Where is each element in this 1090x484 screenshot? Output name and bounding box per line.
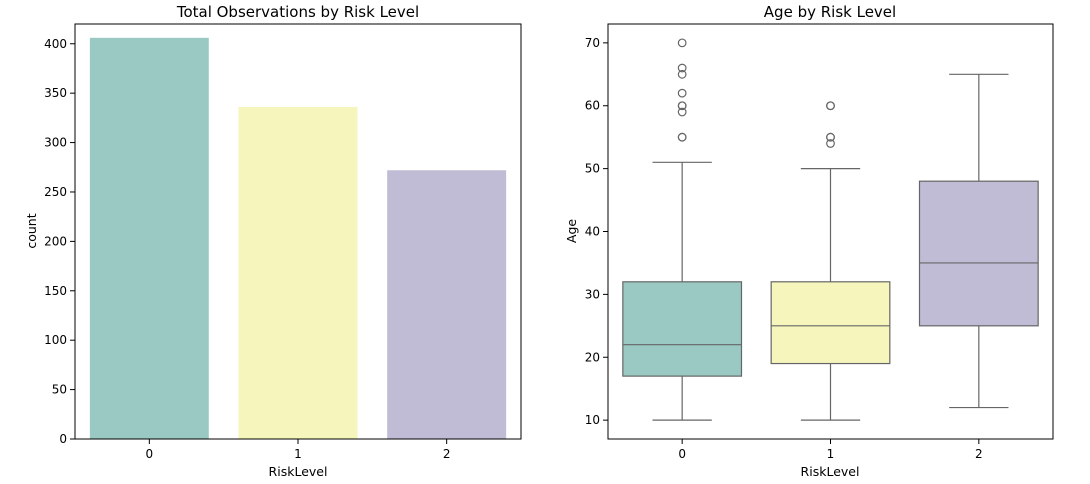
box-chart-x-ticks: 0 1 2: [678, 439, 983, 461]
y-tick-label: 300: [44, 136, 67, 150]
outlier-point: [677, 88, 687, 98]
outlier-point: [677, 63, 687, 73]
outlier-point: [826, 139, 835, 148]
bar: [387, 170, 507, 439]
outlier-point: [677, 38, 687, 48]
box-2: [918, 73, 1039, 409]
y-tick-label: 400: [44, 37, 67, 51]
outlier-point: [677, 69, 687, 79]
bar-chart-y-ticks: 0 50 100 150 200 250 300 350 400: [44, 37, 75, 446]
outlier-point: [826, 132, 835, 142]
bar-chart-y-label: count: [24, 213, 39, 248]
y-tick-label: 20: [585, 350, 600, 364]
y-tick-label: 60: [585, 99, 600, 113]
y-tick-label: 200: [44, 234, 67, 248]
x-tick-label: 2: [443, 447, 451, 461]
y-tick-label: 150: [44, 284, 67, 298]
x-tick-label: 0: [678, 447, 686, 461]
y-tick-label: 0: [59, 432, 67, 446]
bar-chart: Total Observations by Risk Level 0 50 100 1…: [24, 3, 522, 479]
x-tick-label: 2: [975, 447, 983, 461]
y-tick-label: 10: [585, 413, 600, 427]
bar-chart-x-label: RiskLevel: [269, 464, 328, 479]
bar: [238, 107, 358, 439]
x-tick-label: 0: [146, 447, 154, 461]
y-tick-label: 50: [52, 383, 67, 397]
box-body: [622, 281, 743, 377]
box-chart-y-ticks: 10 20 30 40 50 60 70: [585, 36, 608, 427]
bar-chart-x-ticks: 0 1 2: [146, 439, 451, 461]
box-chart: Age by Risk Level 10 20 30 40 50 60 70 0 1 2 Ris…: [564, 3, 1054, 479]
outlier-point: [826, 101, 835, 111]
box-chart-x-label: RiskLevel: [801, 464, 860, 479]
outlier-point: [677, 132, 687, 142]
box-group: [622, 38, 1039, 421]
box-body: [918, 180, 1039, 327]
y-tick-label: 100: [44, 333, 67, 347]
outlier-point: [677, 107, 687, 117]
bar-group: [89, 37, 507, 439]
y-tick-label: 50: [585, 162, 600, 176]
y-tick-label: 250: [44, 185, 67, 199]
y-tick-label: 30: [585, 287, 600, 301]
x-tick-label: 1: [827, 447, 835, 461]
x-tick-label: 1: [294, 447, 302, 461]
y-tick-label: 40: [585, 225, 600, 239]
box-chart-title: Age by Risk Level: [764, 3, 896, 21]
y-tick-label: 350: [44, 86, 67, 100]
outlier-point: [677, 101, 687, 111]
bar: [89, 37, 209, 439]
box-1: [770, 101, 891, 421]
box-chart-y-label: Age: [564, 219, 579, 243]
y-tick-label: 70: [585, 36, 600, 50]
box-body: [770, 281, 891, 365]
box-0: [622, 38, 743, 421]
bar-chart-title: Total Observations by Risk Level: [176, 3, 419, 21]
